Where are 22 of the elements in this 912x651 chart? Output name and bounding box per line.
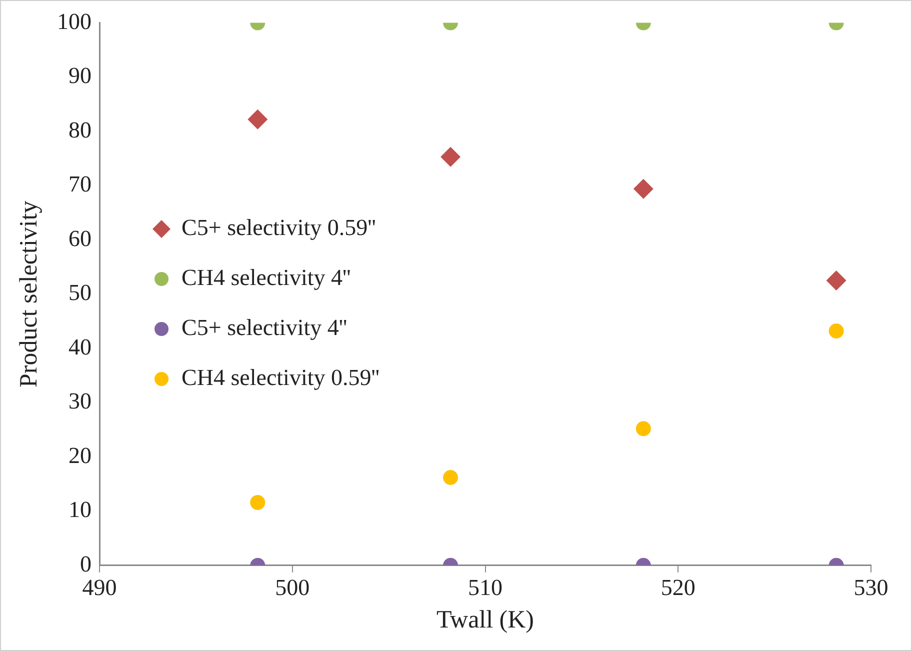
y-tick-label: 40 — [68, 334, 92, 360]
y-tick-label: 10 — [68, 497, 92, 522]
x-tick-label: 500 — [275, 575, 310, 600]
y-axis-title: Product selectivity — [16, 200, 43, 388]
y-tick-label: 100 — [57, 8, 92, 34]
y-tick-label: 90 — [68, 63, 92, 88]
y-tick-label: 0 — [80, 551, 92, 576]
legend-label: CH4 selectivity 4'' — [182, 265, 351, 290]
y-tick-label: 50 — [68, 280, 92, 306]
legend-label: CH4 selectivity 0.59'' — [182, 365, 380, 390]
y-tick-label: 80 — [68, 117, 92, 142]
y-tick-label: 30 — [68, 388, 92, 414]
legend-label: C5+ selectivity 4'' — [182, 315, 348, 340]
y-tick-label: 70 — [68, 172, 92, 197]
x-tick-label: 510 — [468, 575, 502, 600]
x-axis-title: Twall (K) — [436, 606, 534, 634]
x-tick-label: 490 — [82, 575, 117, 600]
x-tick-label: 530 — [854, 575, 888, 600]
y-tick-label: 20 — [68, 442, 92, 468]
x-tick-label: 520 — [660, 575, 696, 600]
legend-label: C5+ selectivity 0.59'' — [182, 215, 376, 240]
y-tick-label: 60 — [68, 226, 92, 251]
